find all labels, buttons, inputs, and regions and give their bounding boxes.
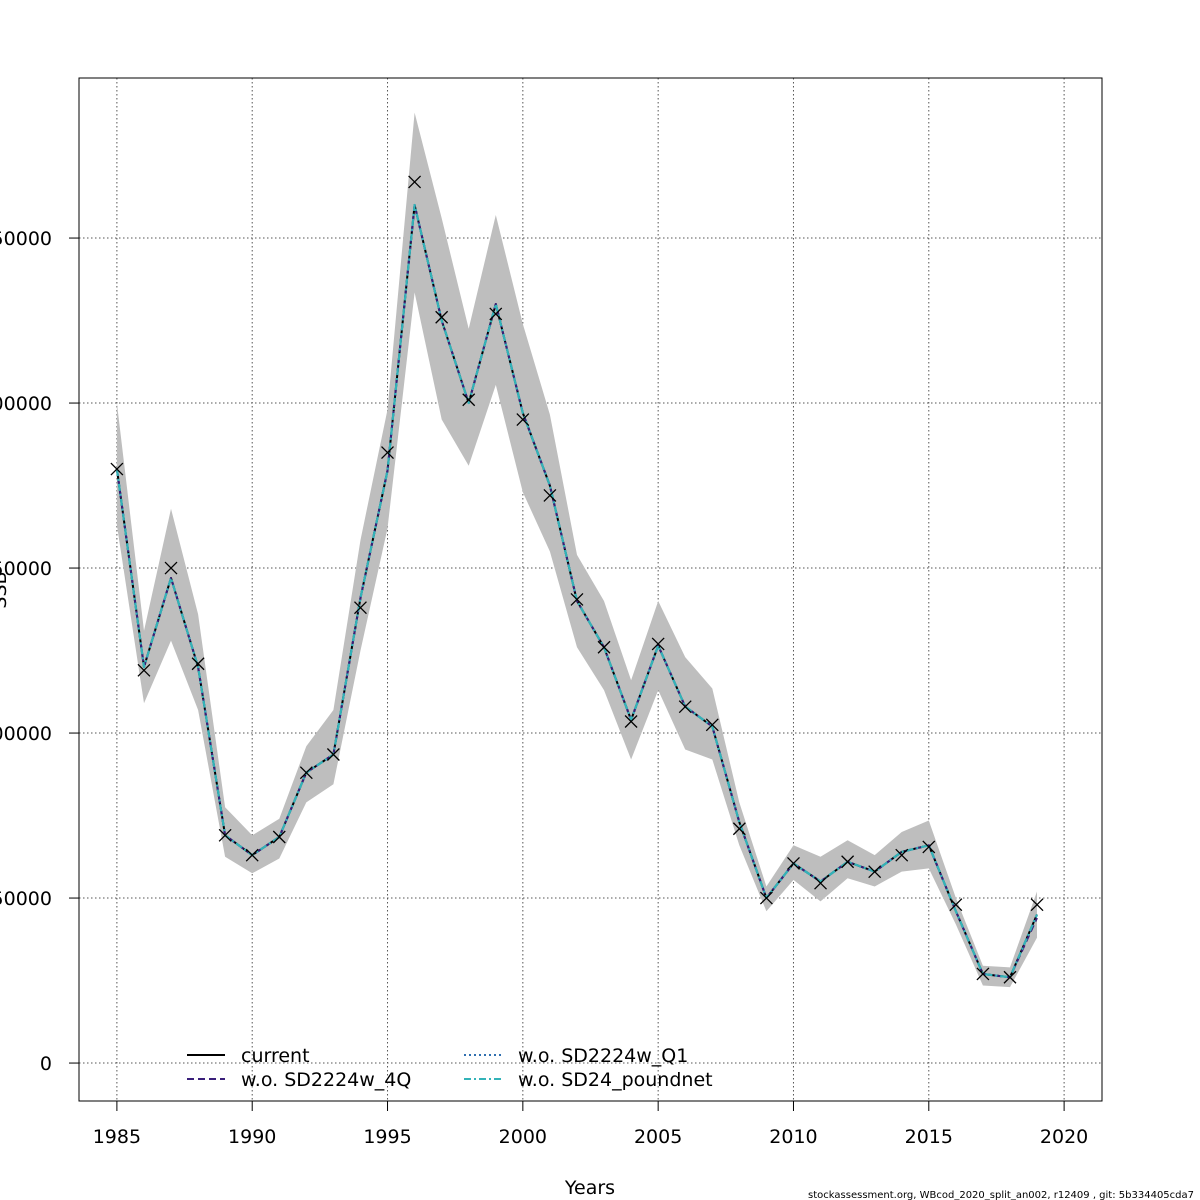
x-tick-label: 2015 <box>905 1126 953 1148</box>
legend-label: w.o. SD2224w_4Q <box>241 1069 411 1091</box>
observed-point-marker <box>218 828 232 842</box>
legend-label: w.o. SD2224w_Q1 <box>518 1045 688 1067</box>
y-tick-label: 150000 <box>0 558 52 580</box>
series-line-w-o-sd24-poundnet <box>115 203 1039 979</box>
legend-label: current <box>241 1045 310 1067</box>
x-axis-title: Years <box>564 1177 615 1199</box>
observed-point-marker <box>137 663 151 677</box>
observed-point-marker <box>949 898 963 912</box>
observed-point-marker <box>299 766 313 780</box>
x-tick-label: 1985 <box>93 1126 141 1148</box>
observed-point-marker <box>705 718 719 732</box>
observed-point-marker <box>191 657 205 671</box>
observed-point-marker <box>272 830 286 844</box>
observed-point-marker <box>408 175 422 189</box>
observed-point-marker <box>1003 970 1017 984</box>
observed-point-marker <box>976 967 990 981</box>
observed-point-marker <box>516 413 530 427</box>
y-tick-label: 0 <box>40 1053 52 1075</box>
x-tick-label: 2000 <box>499 1126 547 1148</box>
observed-point-marker <box>326 748 340 761</box>
x-tick-label: 2010 <box>769 1126 817 1148</box>
y-tick-label: 100000 <box>0 723 52 745</box>
x-tick-label: 2020 <box>1040 1126 1088 1148</box>
observed-point-marker <box>435 310 449 324</box>
observed-point-marker <box>381 446 394 460</box>
confidence-band-layer <box>116 112 1037 988</box>
observed-point-marker <box>597 640 611 654</box>
observed-point-marker <box>245 848 259 862</box>
x-tick-label: 1995 <box>363 1126 411 1148</box>
y-tick-label: 50000 <box>0 888 52 910</box>
y-axis-title: SSB <box>0 571 11 608</box>
observed-point-marker <box>814 876 827 890</box>
observed-point-marker <box>1030 898 1044 912</box>
plot-frame <box>78 77 1103 1102</box>
observed-point-marker <box>895 848 909 862</box>
observed-point-marker <box>678 700 692 714</box>
observed-point-marker <box>462 393 476 407</box>
observed-point-marker <box>841 855 855 869</box>
observed-point-marker <box>354 601 367 615</box>
x-tick-label: 1990 <box>228 1126 276 1148</box>
observed-point-marker <box>624 715 638 728</box>
observed-point-marker <box>787 856 800 870</box>
observed-points-layer <box>110 175 1044 984</box>
confidence-band <box>116 112 1037 988</box>
grid-lines <box>79 78 1102 1101</box>
y-tick-label: 250000 <box>0 228 52 250</box>
legend-label: w.o. SD24_poundnet <box>518 1069 713 1091</box>
observed-point-marker <box>570 592 584 606</box>
observed-point-marker <box>922 840 936 854</box>
observed-point-marker <box>110 462 124 476</box>
observed-point-marker <box>489 307 503 321</box>
observed-point-marker <box>651 637 665 651</box>
series-lines-layer <box>115 203 1039 979</box>
observed-point-marker <box>732 822 746 836</box>
observed-point-marker <box>543 488 557 502</box>
observed-point-marker <box>164 561 178 575</box>
observed-point-marker <box>868 865 882 879</box>
footer-credit: stockassessment.org, WBcod_2020_split_an… <box>808 1190 1194 1200</box>
observed-point-marker <box>759 891 773 905</box>
x-tick-label: 2005 <box>634 1126 682 1148</box>
